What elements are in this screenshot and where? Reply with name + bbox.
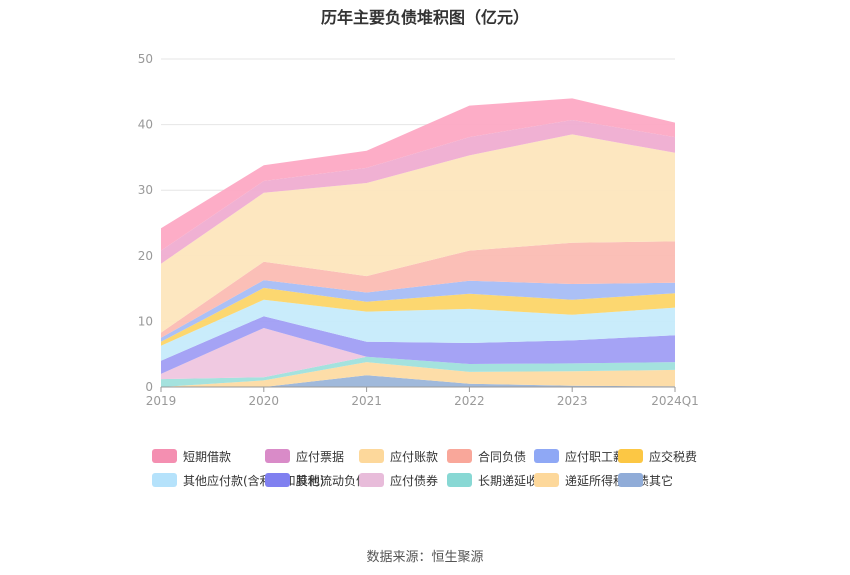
x-tick-label: 2021 [351,394,382,408]
legend-label: 其它 [649,473,674,488]
legend-label: 其他流动负债 [296,473,369,488]
area-6 [161,287,675,346]
x-tick-label: 2019 [146,394,177,408]
legend-swatch [152,473,177,487]
legend-item[interactable]: 其它 [618,472,673,488]
area-4 [161,316,675,374]
y-tick-label: 50 [138,52,153,66]
legend-swatch [359,449,384,463]
legend-swatch [265,449,290,463]
legend-swatch [447,449,472,463]
x-tick-label: 2023 [557,394,588,408]
legend-swatch [534,449,559,463]
legend-label: 应付债券 [390,473,439,488]
area-3 [161,328,675,380]
area-10 [161,120,675,264]
data-source: 数据来源：恒生聚源 [366,550,484,565]
legend-item[interactable]: 应付账款 [359,448,438,464]
legend-item[interactable]: 应付票据 [265,448,344,464]
chart-title: 历年主要负债堆积图（亿元） [320,8,529,27]
legend-swatch [447,473,472,487]
area-7 [161,280,675,342]
legend-item[interactable]: 合同负债 [447,448,526,464]
area-5 [161,299,675,361]
y-tick-label: 10 [138,314,153,328]
legend-label: 短期借款 [183,449,232,464]
legend-label: 应付账款 [390,449,439,464]
legend-swatch [152,449,177,463]
y-tick-label: 0 [145,380,153,394]
legend-label: 应交税费 [649,449,698,464]
area-11 [161,98,675,251]
legend-item[interactable]: 其他流动负债 [265,472,368,488]
area-1 [161,362,675,387]
legend-label: 应付票据 [296,449,345,464]
legend-item[interactable]: 应交税费 [618,448,697,464]
area-series [161,98,675,387]
legend-swatch [359,473,384,487]
legend-item[interactable]: 长期递延收益 [447,472,550,488]
legend-swatch [618,473,643,487]
axes: 0 10 20 30 40 50 2019 2020 2021 2022 2023 2024Q1 [138,52,699,408]
x-tick-label: 2022 [454,394,485,408]
legend-label: 长期递延收益 [478,473,551,488]
legend-swatch [265,473,290,487]
legend-swatch [534,473,559,487]
y-tick-label: 30 [138,183,153,197]
area-0 [161,375,675,387]
x-tick-label: 2020 [249,394,280,408]
area-2 [161,356,675,387]
y-tick-label: 40 [138,118,153,132]
area-9 [161,134,675,333]
y-tick-label: 20 [138,249,153,263]
x-tick-label: 2024Q1 [651,394,699,408]
area-8 [161,241,675,338]
legend-item[interactable]: 短期借款 [152,448,231,464]
legend-swatch [618,449,643,463]
legend-label: 合同负债 [478,449,527,464]
legend-item[interactable]: 应付债券 [359,472,438,488]
